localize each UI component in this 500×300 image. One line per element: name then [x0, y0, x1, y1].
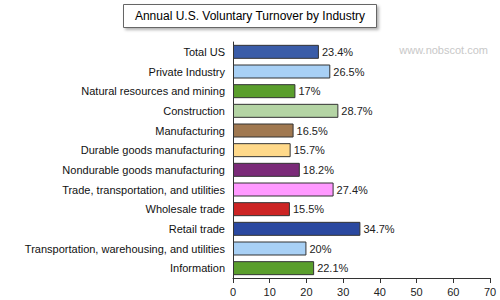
svg-text:23.4%: 23.4% — [322, 46, 353, 58]
svg-text:15.5%: 15.5% — [293, 203, 324, 215]
svg-text:0: 0 — [230, 286, 236, 298]
svg-text:20: 20 — [300, 286, 312, 298]
svg-text:60: 60 — [447, 286, 459, 298]
svg-text:Manufacturing: Manufacturing — [155, 125, 225, 137]
svg-text:28.7%: 28.7% — [341, 105, 372, 117]
svg-text:Durable goods manufacturing: Durable goods manufacturing — [81, 144, 225, 156]
svg-text:Private Industry: Private Industry — [149, 66, 226, 78]
svg-text:Total US: Total US — [183, 46, 225, 58]
svg-text:Natural resources and mining: Natural resources and mining — [81, 85, 225, 97]
svg-text:18.2%: 18.2% — [303, 164, 334, 176]
svg-text:10: 10 — [264, 286, 276, 298]
svg-text:17%: 17% — [298, 85, 320, 97]
svg-text:Transportation, warehousing, a: Transportation, warehousing, and utiliti… — [25, 243, 226, 255]
svg-text:50: 50 — [410, 286, 422, 298]
svg-text:27.4%: 27.4% — [337, 184, 368, 196]
svg-text:Nondurable goods manufacturing: Nondurable goods manufacturing — [62, 164, 225, 176]
svg-text:Annual U.S. Voluntary Turnover: Annual U.S. Voluntary Turnover by Indust… — [135, 9, 365, 23]
svg-text:Wholesale trade: Wholesale trade — [146, 203, 226, 215]
svg-text:16.5%: 16.5% — [297, 125, 328, 137]
svg-text:www.nobscot.com: www.nobscot.com — [398, 44, 488, 56]
svg-text:Information: Information — [170, 262, 225, 274]
svg-text:Construction: Construction — [163, 105, 225, 117]
svg-text:22.1%: 22.1% — [317, 262, 348, 274]
svg-text:20%: 20% — [309, 243, 331, 255]
svg-text:15.7%: 15.7% — [294, 144, 325, 156]
svg-text:70: 70 — [484, 286, 496, 298]
svg-text:Trade, transportation, and uti: Trade, transportation, and utilities — [62, 184, 225, 196]
svg-text:30: 30 — [337, 286, 349, 298]
svg-text:Retail trade: Retail trade — [169, 223, 225, 235]
svg-text:40: 40 — [374, 286, 386, 298]
svg-text:34.7%: 34.7% — [363, 223, 394, 235]
svg-text:26.5%: 26.5% — [333, 66, 364, 78]
